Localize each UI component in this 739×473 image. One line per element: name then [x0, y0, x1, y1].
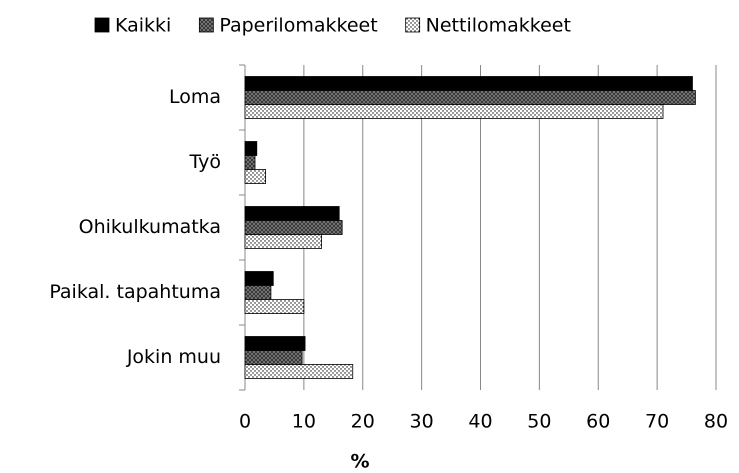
y-tick-label: Ohikulkumatka	[79, 216, 221, 238]
x-tick-label: 20	[351, 411, 375, 433]
legend-label: Paperilomakkeet	[219, 15, 377, 37]
bar	[244, 169, 267, 184]
x-tick-label: 30	[410, 411, 434, 433]
y-tick-label: Jokin muu	[126, 346, 221, 368]
x-tick-label: 80	[704, 411, 728, 433]
x-axis-label: %	[350, 451, 369, 473]
bar	[244, 285, 272, 300]
bar	[244, 90, 696, 105]
bar	[244, 155, 256, 170]
bar	[244, 104, 664, 119]
bar	[244, 299, 305, 314]
x-tick-label: 10	[292, 411, 316, 433]
bar	[244, 141, 258, 156]
y-tick-label: Loma	[169, 86, 221, 108]
bar	[244, 271, 274, 286]
legend-swatch	[198, 17, 214, 33]
bar	[244, 220, 343, 235]
legend-swatch	[94, 17, 110, 33]
bar	[244, 336, 306, 351]
y-tick-label: Työ	[188, 151, 221, 173]
x-tick-label: 60	[586, 411, 610, 433]
bar	[244, 234, 322, 249]
y-tick-label: Paikal. tapahtuma	[49, 281, 221, 303]
legend-label: Kaikki	[115, 15, 171, 37]
bar	[244, 364, 354, 379]
x-tick-label: 40	[468, 411, 492, 433]
bar	[244, 350, 303, 365]
bar	[244, 206, 340, 221]
legend-label: Nettilomakkeet	[426, 15, 571, 37]
x-tick-label: 50	[527, 411, 551, 433]
bar	[244, 76, 693, 91]
x-tick-label: 0	[239, 411, 251, 433]
legend-swatch	[405, 17, 421, 33]
x-tick-label: 70	[645, 411, 669, 433]
